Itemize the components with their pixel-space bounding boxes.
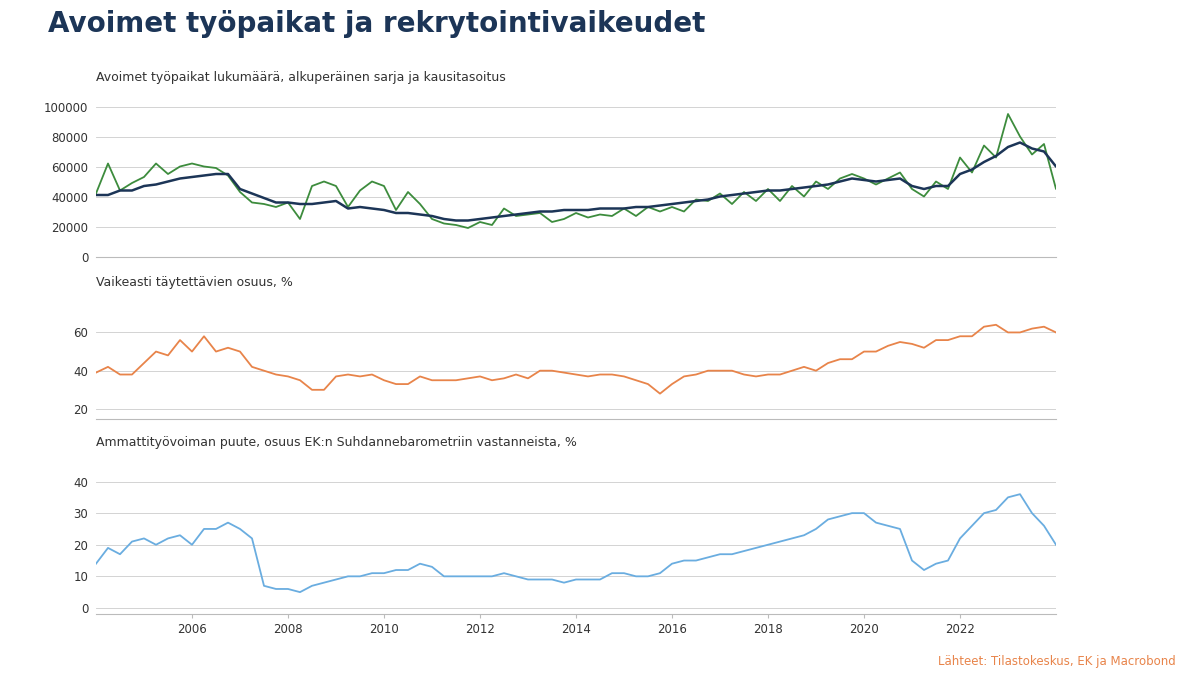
Text: Vaikeasti täytettävien osuus, %: Vaikeasti täytettävien osuus, % xyxy=(96,276,293,289)
Text: Ammattityövoiman puute, osuus EK:n Suhdannebarometriin vastanneista, %: Ammattityövoiman puute, osuus EK:n Suhda… xyxy=(96,436,577,449)
Text: Avoimet työpaikat lukumäärä, alkuperäinen sarja ja kausitasoitus: Avoimet työpaikat lukumäärä, alkuperäine… xyxy=(96,72,505,84)
Text: Lähteet: Tilastokeskus, EK ja Macrobond: Lähteet: Tilastokeskus, EK ja Macrobond xyxy=(938,655,1176,668)
Text: Avoimet työpaikat ja rekrytointivaikeudet: Avoimet työpaikat ja rekrytointivaikeude… xyxy=(48,10,706,38)
